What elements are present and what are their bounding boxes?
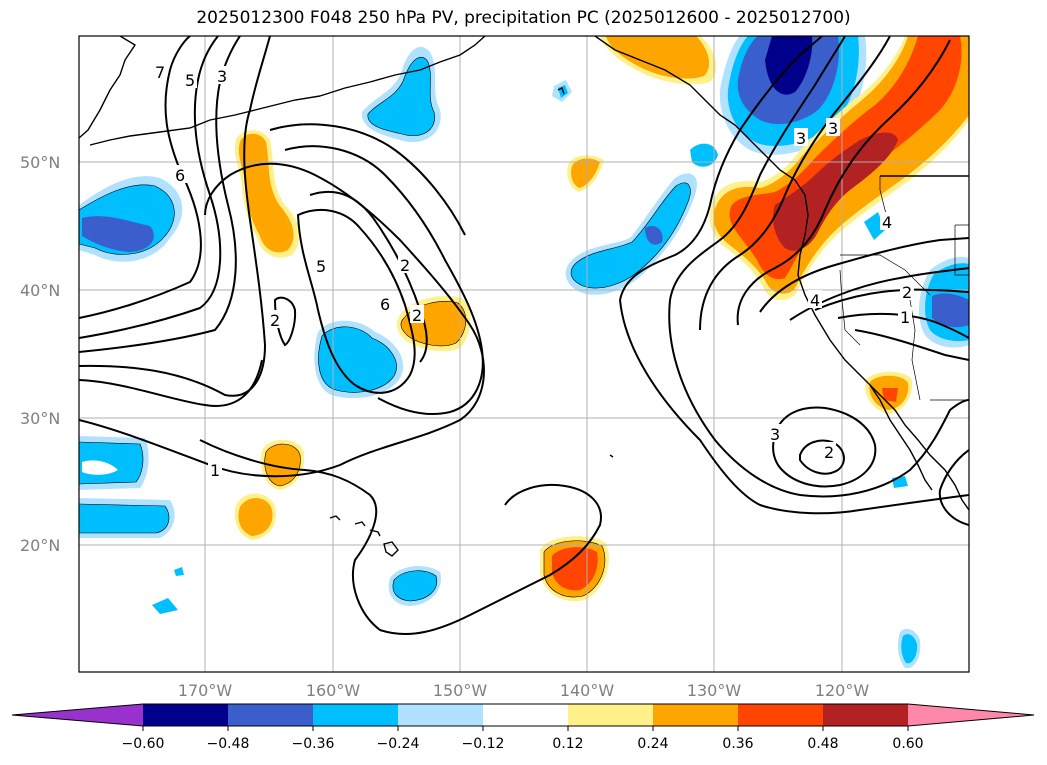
colorbar-segment <box>143 704 228 726</box>
colorbar-segment <box>823 704 908 726</box>
lon-label: 160°W <box>306 681 361 700</box>
lat-label: 50°N <box>20 153 60 172</box>
contour-label: 5 <box>316 257 326 276</box>
lon-label: 120°W <box>815 681 870 700</box>
contour-label: 5 <box>185 71 195 90</box>
contour-label: 4 <box>810 291 820 310</box>
colorbar-segment <box>228 704 313 726</box>
colorbar-segment <box>738 704 823 726</box>
colorbar-tick-label: −0.36 <box>292 736 335 752</box>
colorbar <box>11 703 1035 727</box>
pv-contours <box>79 36 969 636</box>
contour-label: 3 <box>796 129 806 148</box>
contour-label: 4 <box>882 213 892 232</box>
contour-label: 6 <box>380 295 390 314</box>
colorbar-tick-label: −0.12 <box>462 736 505 752</box>
coastlines <box>79 36 969 557</box>
lat-label: 40°N <box>20 281 60 300</box>
colorbar-tick-label: 0.60 <box>892 736 923 752</box>
latitude-labels: 50°N 40°N 30°N 20°N <box>20 153 60 555</box>
colorbar-tick-label: 0.24 <box>637 736 668 752</box>
page-title: 2025012300 F048 250 hPa PV, precipitatio… <box>196 8 851 28</box>
contour-label: 1 <box>210 461 220 480</box>
colorbar-tick-label: −0.60 <box>122 736 165 752</box>
contour-label: 3 <box>770 425 780 444</box>
map-border <box>78 35 970 673</box>
colorbar-tick-label: 0.48 <box>807 736 838 752</box>
colorbar-segment <box>653 704 738 726</box>
colorbar-segment <box>483 704 568 726</box>
contour-label: 2 <box>824 443 834 462</box>
colorbar-segment <box>398 704 483 726</box>
lon-label: 150°W <box>433 681 488 700</box>
colorbar-segment <box>568 704 653 726</box>
lat-label: 20°N <box>20 536 60 555</box>
contour-label: 2 <box>270 311 280 330</box>
lon-label: 130°W <box>687 681 742 700</box>
contour-label: 2 <box>902 283 912 302</box>
colorbar-extend-max <box>908 704 1034 726</box>
precip-outlines <box>79 56 691 602</box>
contour-label: 3 <box>828 119 838 138</box>
lon-label: 140°W <box>560 681 615 700</box>
lon-label: 170°W <box>178 681 233 700</box>
contour-labels: 7 5 3 6 5 2 6 2 2 1 3 3 4 2 <box>153 62 914 480</box>
contour-label: 2 <box>400 256 410 275</box>
contour-label: 6 <box>175 166 185 185</box>
contour-label: 1 <box>900 308 910 327</box>
colorbar-segment <box>313 704 398 726</box>
colorbar-ticks: −0.60 −0.48 −0.36 −0.24 −0.12 0.12 0.24 0.36 0.4… <box>122 726 924 752</box>
colorbar-tick-label: 0.12 <box>552 736 583 752</box>
contour-label: 3 <box>217 67 227 86</box>
colorbar-tick-label: 0.36 <box>722 736 753 752</box>
colorbar-extend-min <box>12 704 143 726</box>
longitude-labels: 170°W 160°W 150°W 140°W 130°W 120°W <box>178 681 870 700</box>
colorbar-tick-label: −0.48 <box>207 736 250 752</box>
lat-label: 30°N <box>20 409 60 428</box>
contour-label: 7 <box>155 63 165 82</box>
colorbar-tick-label: −0.24 <box>377 736 420 752</box>
contour-label: 2 <box>412 306 422 325</box>
